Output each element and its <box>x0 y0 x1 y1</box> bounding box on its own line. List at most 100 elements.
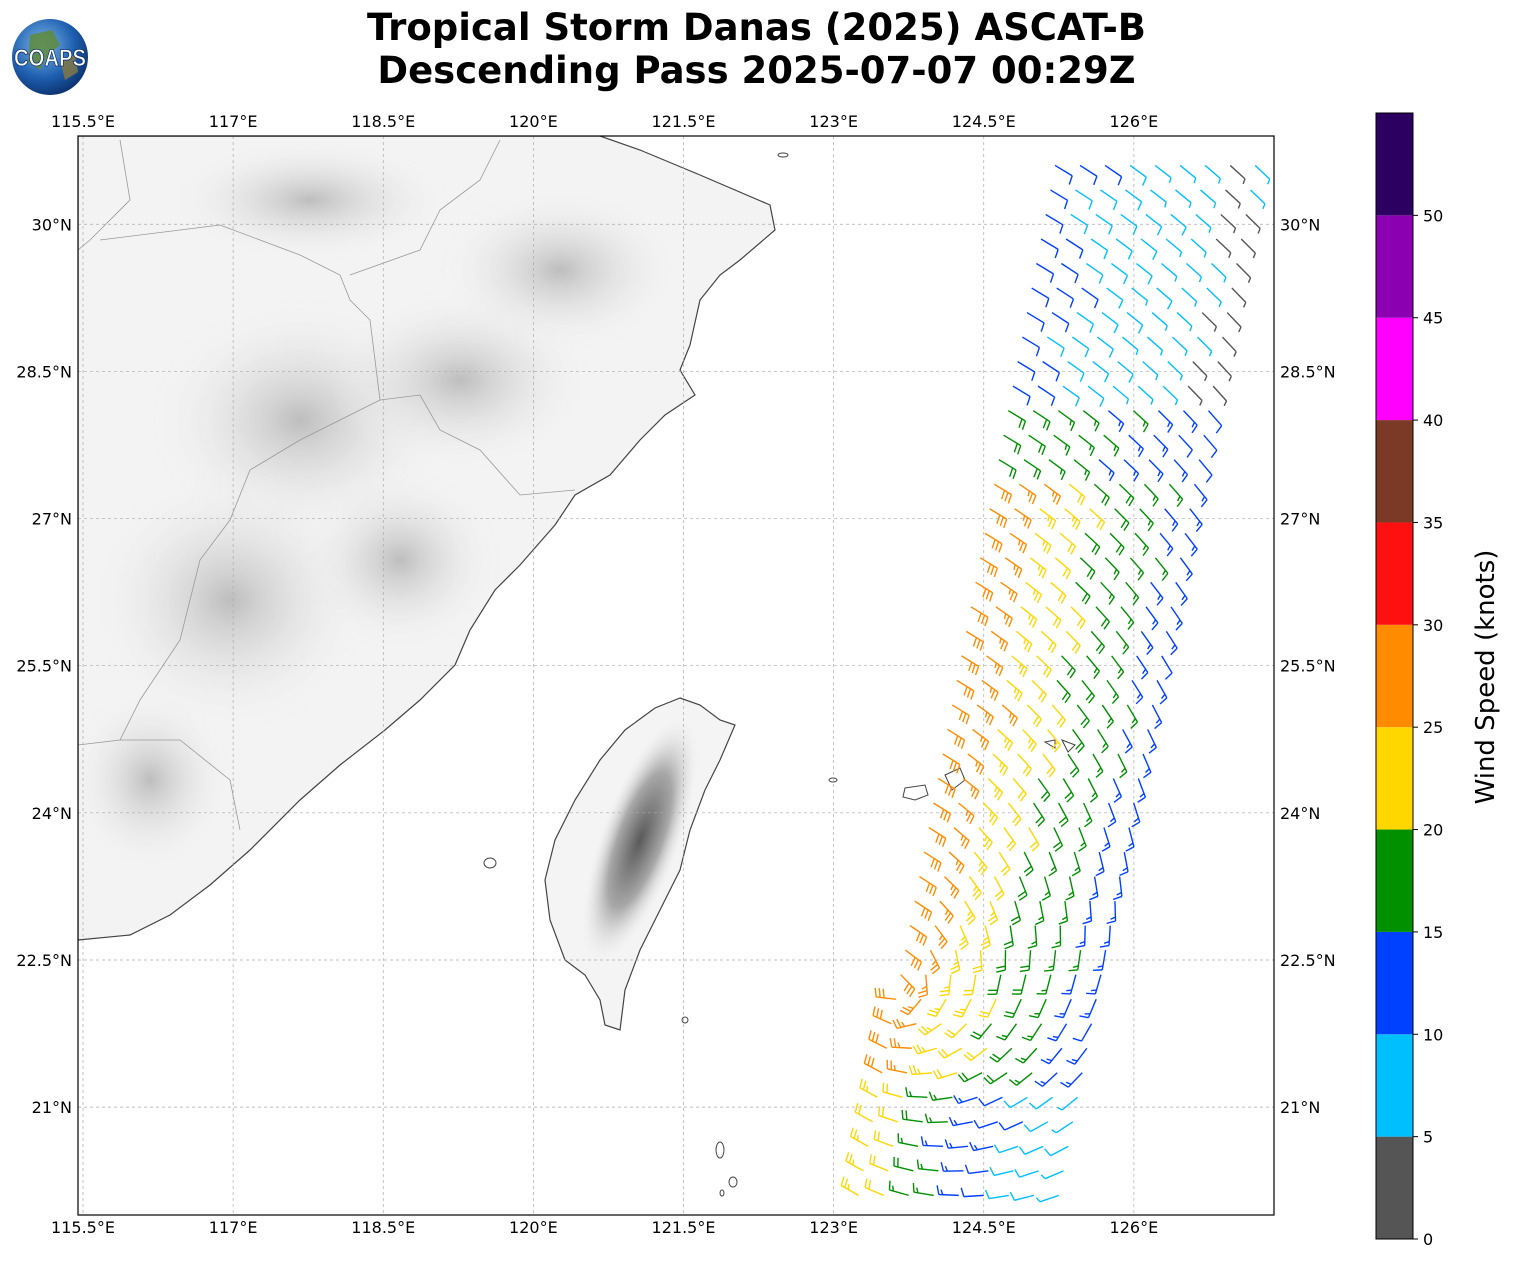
wind-barb <box>1151 704 1163 730</box>
wind-barb <box>958 802 975 825</box>
wind-barb <box>1086 974 1102 995</box>
wind-barb <box>947 728 966 749</box>
wind-barb <box>1051 925 1062 949</box>
wind-barb <box>1120 213 1138 236</box>
lon-tick-label: 124.5°E <box>952 1218 1016 1237</box>
wind-barb <box>972 728 990 751</box>
wind-barb <box>1045 606 1062 629</box>
wind-barb <box>1011 974 1027 995</box>
wind-barb <box>1084 532 1101 556</box>
colorbar-bin <box>1376 113 1413 216</box>
wind-barb <box>1034 532 1052 555</box>
wind-barb <box>1221 336 1237 357</box>
wind-barb <box>1003 925 1014 950</box>
wind-barb <box>1078 827 1087 852</box>
wind-barb <box>1057 1096 1078 1111</box>
wind-barb <box>1112 385 1130 405</box>
wind-barb <box>1136 655 1149 680</box>
wind-barb <box>1107 802 1117 828</box>
wind-barb <box>984 532 1003 553</box>
wind-barb <box>1037 778 1051 803</box>
wind-barb <box>1151 312 1168 331</box>
lat-tick-label: 28.5°N <box>16 362 72 381</box>
wind-barb <box>1028 827 1040 852</box>
wind-barb <box>1014 508 1032 529</box>
wind-barb <box>933 802 952 823</box>
wind-barb <box>1060 1072 1083 1088</box>
wind-barb <box>1120 606 1135 631</box>
wind-barb <box>1132 410 1149 433</box>
wind-barb <box>948 1116 973 1127</box>
wind-barb <box>962 777 980 800</box>
wind-barb <box>1048 851 1058 877</box>
wind-barb <box>989 1047 1013 1063</box>
wind-barb <box>1106 287 1124 309</box>
wind-barb <box>1075 189 1093 210</box>
wind-barb <box>1165 238 1183 258</box>
wind-barb <box>1035 1194 1060 1203</box>
wind-barb <box>976 704 994 726</box>
wind-barb <box>1170 606 1183 631</box>
wind-barb <box>893 1156 914 1172</box>
wind-barb <box>1009 1191 1034 1201</box>
lat-tick-label: 25.5°N <box>1280 657 1336 676</box>
wind-barb <box>1057 802 1069 828</box>
wind-barb <box>984 1189 1009 1200</box>
wind-barb <box>1115 238 1133 260</box>
wind-barb <box>1071 336 1090 358</box>
wind-barb <box>1031 287 1050 308</box>
wind-barb <box>1057 410 1076 432</box>
wind-barb <box>937 1047 963 1059</box>
wind-barb <box>905 949 923 971</box>
wind-barb <box>975 581 994 602</box>
wind-barb <box>1019 950 1032 973</box>
wind-barb <box>1254 164 1271 185</box>
wind-barb <box>1226 312 1242 333</box>
wind-barb <box>1118 483 1135 507</box>
wind-barb <box>1156 287 1173 310</box>
wind-barb <box>1054 164 1073 185</box>
wind-barb <box>993 1144 1019 1154</box>
wind-barb <box>872 1006 892 1025</box>
wind-barb <box>1007 410 1027 430</box>
wind-barb <box>1157 410 1174 433</box>
wind-barb <box>1065 876 1075 901</box>
wind-barb <box>1129 164 1147 186</box>
wind-barb <box>1012 385 1031 406</box>
wind-barb <box>1042 361 1061 382</box>
wind-barb <box>1086 655 1101 679</box>
wind-barb <box>996 950 1007 973</box>
wind-barb <box>1179 557 1193 582</box>
wind-barb <box>1046 336 1065 357</box>
title-line-1: Tropical Storm Danas (2025) ASCAT-B <box>366 6 1147 49</box>
wind-barb <box>1153 434 1169 458</box>
wind-barb <box>942 753 961 774</box>
wind-barb <box>1190 238 1207 258</box>
wind-barb <box>1131 802 1141 828</box>
wind-barb <box>914 900 933 922</box>
wind-barb <box>1058 901 1069 925</box>
wind-barb <box>1041 876 1051 901</box>
wind-barb <box>1145 213 1163 236</box>
wind-barb <box>1100 581 1115 605</box>
colorbar-bin <box>1376 317 1413 421</box>
wind-barb <box>1106 679 1120 705</box>
wind-barb <box>1203 434 1218 459</box>
wind-barb <box>1245 213 1261 234</box>
wind-barb <box>900 974 916 998</box>
wind-barb <box>924 1113 948 1124</box>
wind-barb <box>948 851 965 874</box>
wind-barb <box>1062 385 1080 407</box>
wind-barb <box>1200 189 1217 209</box>
wind-barb <box>1098 459 1115 482</box>
wind-barb <box>1095 851 1105 877</box>
wind-barb <box>1081 287 1099 309</box>
wind-barb <box>1136 262 1153 285</box>
wind-barb <box>1068 950 1082 972</box>
wind-barb <box>1207 410 1223 434</box>
wind-barb <box>863 1054 883 1074</box>
lat-tick-label: 30°N <box>32 215 72 234</box>
wind-barb <box>1168 483 1184 508</box>
lon-tick-label: 126°E <box>1110 1218 1159 1237</box>
wind-barb <box>958 925 969 950</box>
